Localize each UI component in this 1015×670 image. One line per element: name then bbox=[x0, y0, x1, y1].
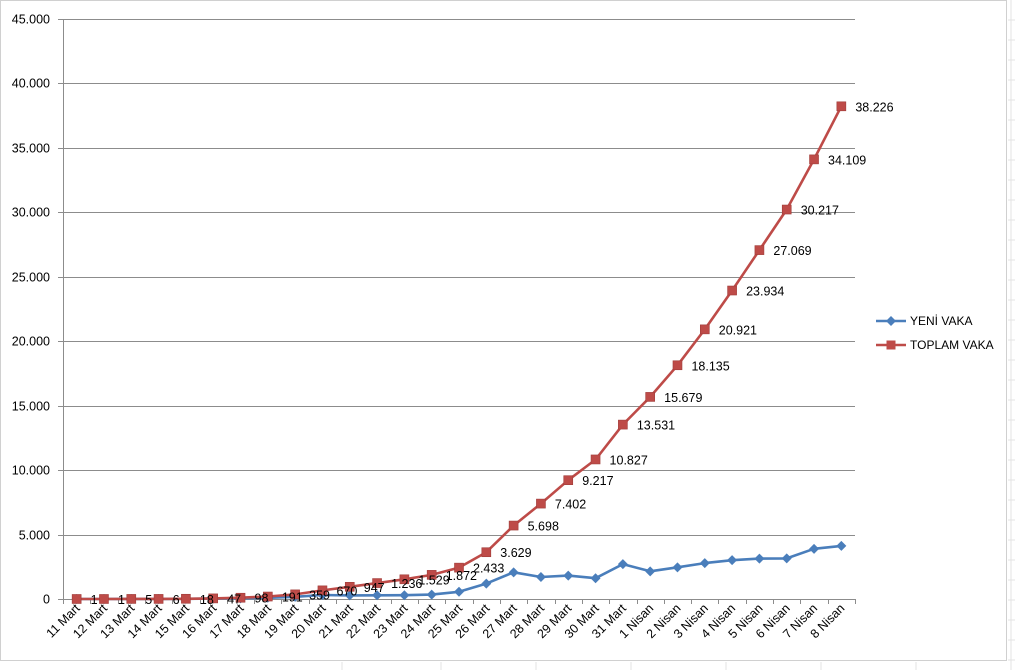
legend-marker-diamond bbox=[886, 316, 896, 326]
data-point-square bbox=[781, 204, 792, 215]
data-label: 13.531 bbox=[637, 419, 675, 433]
data-label: 34.109 bbox=[828, 153, 866, 167]
data-point-square bbox=[536, 498, 546, 509]
y-tick-label: 30.000 bbox=[12, 206, 50, 220]
data-label: 1.236 bbox=[391, 577, 422, 591]
chart-border bbox=[0, 0, 1007, 661]
data-label: 38.226 bbox=[855, 100, 893, 114]
y-tick-label: 45.000 bbox=[12, 13, 50, 27]
data-label: 947 bbox=[364, 581, 385, 595]
data-point-square bbox=[563, 475, 574, 486]
y-tick-label: 40.000 bbox=[12, 77, 50, 91]
y-tick-label: 10.000 bbox=[12, 464, 50, 478]
data-point-diamond bbox=[727, 555, 738, 566]
data-label: 98 bbox=[255, 592, 269, 606]
data-label: 670 bbox=[336, 584, 357, 598]
data-label: 6 bbox=[173, 593, 180, 607]
data-point-diamond bbox=[836, 540, 847, 551]
series-layer bbox=[71, 101, 847, 604]
data-point-square bbox=[618, 419, 628, 430]
data-point-diamond bbox=[699, 558, 710, 569]
data-label: 10.827 bbox=[610, 453, 648, 467]
legend-marker-square bbox=[886, 340, 896, 350]
data-point-square bbox=[481, 547, 492, 558]
data-point-square bbox=[317, 585, 328, 596]
data-point-square bbox=[126, 594, 137, 604]
data-label: 15.679 bbox=[664, 391, 702, 405]
data-point-square bbox=[590, 454, 601, 465]
data-label: 30.217 bbox=[801, 204, 839, 218]
data-point-square bbox=[454, 562, 464, 573]
data-point-square bbox=[809, 154, 819, 165]
data-label: 3.629 bbox=[500, 546, 531, 560]
data-point-diamond bbox=[426, 589, 437, 600]
data-point-square bbox=[235, 592, 246, 603]
data-point-diamond bbox=[672, 562, 683, 573]
data-label: 1 bbox=[91, 593, 98, 607]
data-label: 23.934 bbox=[746, 285, 784, 299]
y-tick-label: 20.000 bbox=[12, 335, 50, 349]
data-point-square bbox=[344, 581, 355, 592]
data-point-square bbox=[508, 520, 519, 531]
data-point-diamond bbox=[781, 553, 792, 564]
data-point-diamond bbox=[590, 573, 601, 584]
data-point-diamond bbox=[508, 567, 519, 578]
y-axis-tick-labels: 0 5.000 10.000 15.000 20.000 25.000 30.000 35.0… bbox=[12, 13, 50, 607]
data-label: 359 bbox=[309, 588, 330, 602]
data-label: 18.135 bbox=[691, 359, 729, 373]
legend-label: YENİ VAKA bbox=[910, 314, 972, 328]
data-point-diamond bbox=[344, 590, 355, 601]
data-label: 18 bbox=[200, 593, 214, 607]
data-label: 9.217 bbox=[582, 474, 613, 488]
y-tick-label: 5.000 bbox=[19, 529, 50, 543]
data-point-square bbox=[208, 593, 219, 604]
data-labels: 1 1 5 6 18 47 98 191 359 670 947 1.2361.5291.8722.4… bbox=[91, 100, 894, 607]
y-tick-label: 25.000 bbox=[12, 271, 50, 285]
data-point-square bbox=[71, 594, 82, 604]
data-point-diamond bbox=[399, 590, 410, 601]
data-point-diamond bbox=[535, 572, 546, 583]
y-tick-label: 15.000 bbox=[12, 400, 50, 414]
data-label: 1.529 bbox=[418, 573, 449, 587]
data-point-square bbox=[181, 593, 191, 604]
data-point-diamond bbox=[617, 559, 628, 570]
data-point-square bbox=[99, 594, 109, 604]
data-point-diamond bbox=[372, 590, 383, 601]
data-point-diamond bbox=[563, 570, 574, 581]
legend-label: TOPLAM VAKA bbox=[910, 338, 994, 352]
data-point-square bbox=[754, 245, 765, 255]
data-point-square bbox=[426, 570, 437, 580]
data-point-diamond bbox=[754, 553, 765, 564]
data-point-square bbox=[372, 578, 382, 588]
data-point-square bbox=[727, 285, 737, 296]
data-label: 47 bbox=[227, 592, 241, 606]
y-tick-label: 0 bbox=[43, 593, 50, 607]
data-point-square bbox=[699, 324, 710, 335]
data-label: 7.402 bbox=[555, 498, 586, 512]
data-point-square bbox=[836, 101, 847, 112]
data-label: 1.872 bbox=[446, 569, 477, 583]
data-label: 5 bbox=[145, 593, 152, 607]
horizontal-gridlines bbox=[58, 19, 855, 600]
data-point-diamond bbox=[481, 578, 492, 589]
data-point-square bbox=[672, 360, 683, 371]
data-point-square bbox=[399, 574, 410, 585]
data-point-diamond bbox=[645, 566, 656, 577]
data-point-square bbox=[153, 594, 164, 604]
y-tick-label: 35.000 bbox=[12, 142, 50, 156]
data-label: 5.698 bbox=[528, 520, 559, 534]
data-point-square bbox=[263, 591, 273, 602]
data-label: 2.433 bbox=[473, 562, 504, 576]
data-label: 191 bbox=[282, 591, 303, 605]
data-label: 27.069 bbox=[773, 244, 811, 258]
data-label: 20.921 bbox=[719, 323, 757, 337]
data-point-square bbox=[645, 392, 655, 402]
legend: YENİ VAKA TOPLAM VAKA bbox=[876, 314, 994, 352]
data-point-diamond bbox=[809, 543, 820, 554]
data-point-square bbox=[290, 589, 300, 600]
data-point-diamond bbox=[454, 586, 464, 597]
data-label: 1 bbox=[118, 593, 125, 607]
